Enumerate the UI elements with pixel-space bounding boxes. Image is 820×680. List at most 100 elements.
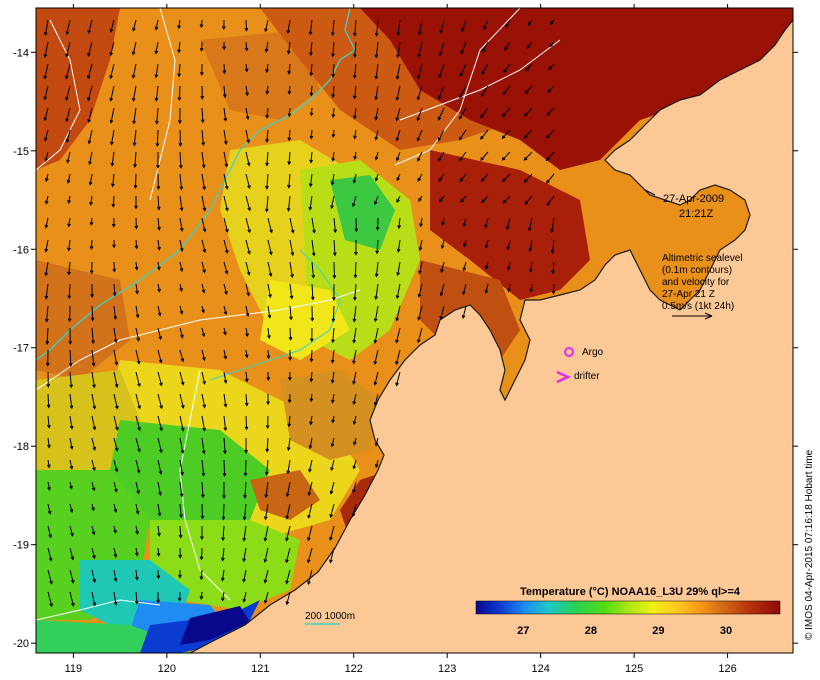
velocity-arrow <box>45 349 50 367</box>
velocity-arrow <box>267 305 272 319</box>
velocity-arrow <box>286 437 291 452</box>
date-pointer <box>644 189 656 196</box>
velocity-arrow <box>417 19 423 36</box>
velocity-arrow <box>263 591 269 605</box>
velocity-arrow <box>199 63 204 77</box>
velocity-arrow <box>199 591 204 601</box>
velocity-arrow <box>177 41 181 54</box>
velocity-arrow <box>91 349 96 367</box>
velocity-arrow <box>157 327 162 341</box>
velocity-arrow <box>310 283 315 301</box>
velocity-arrow <box>244 19 249 32</box>
velocity-arrow <box>245 107 250 121</box>
velocity-arrow <box>352 327 357 344</box>
velocity-arrow <box>437 85 445 100</box>
velocity-arrow <box>177 63 182 78</box>
velocity-arrow <box>287 173 291 189</box>
velocity-arrow <box>484 283 489 294</box>
velocity-arrow <box>223 173 229 190</box>
velocity-arrow <box>179 261 184 273</box>
velocity-arrow <box>89 261 94 275</box>
velocity-arrow <box>179 415 185 432</box>
velocity-arrow <box>549 19 555 25</box>
velocity-arrow <box>179 195 184 212</box>
velocity-arrow <box>91 547 96 560</box>
velocity-arrow <box>287 85 292 95</box>
velocity-arrow <box>331 129 336 138</box>
velocity-arrow <box>309 151 314 164</box>
velocity-arrow <box>157 305 162 317</box>
velocity-arrow <box>417 305 423 321</box>
altimetry-line-5: 0.5m/s (1kt 24h) <box>662 301 734 312</box>
velocity-arrow <box>352 393 357 405</box>
velocity-arrow <box>223 261 229 275</box>
velocity-arrow <box>285 591 291 606</box>
velocity-arrow <box>132 129 137 147</box>
velocity-arrow <box>528 239 533 253</box>
velocity-arrow <box>43 129 49 142</box>
velocity-arrow <box>374 195 379 206</box>
velocity-arrow <box>459 107 467 120</box>
velocity-arrow <box>396 261 401 277</box>
velocity-arrow <box>243 481 247 499</box>
velocity-arrow <box>309 63 314 77</box>
velocity-arrow <box>306 547 313 564</box>
velocity-arrow <box>91 393 97 410</box>
velocity-arrow <box>373 393 379 407</box>
velocity-arrow <box>91 503 95 512</box>
velocity-arrow <box>507 261 511 271</box>
velocity-arrow <box>44 217 49 229</box>
colorbar-title: Temperature (°C) NOAA16_L3U 29% ql>=4 <box>520 586 741 598</box>
velocity-arrow <box>113 305 118 321</box>
velocity-arrow <box>461 19 467 33</box>
velocity-arrow <box>134 547 139 557</box>
velocity-arrow <box>157 459 163 475</box>
velocity-arrow <box>222 459 227 477</box>
velocity-arrow <box>331 415 335 424</box>
velocity-arrow <box>264 41 269 53</box>
velocity-arrow <box>157 525 161 537</box>
velocity-arrow <box>353 129 357 140</box>
velocity-arrow <box>69 371 74 389</box>
velocity-arrow <box>43 41 49 59</box>
velocity-arrow <box>265 107 270 119</box>
velocity-arrow <box>65 41 71 58</box>
velocity-arrow <box>46 371 51 388</box>
velocity-arrow <box>354 217 359 233</box>
velocity-arrow <box>265 195 269 213</box>
velocity-arrow <box>417 41 423 58</box>
velocity-arrow <box>264 19 269 33</box>
velocity-arrow <box>310 305 315 322</box>
velocity-arrow <box>113 349 119 366</box>
velocity-arrow <box>223 107 228 122</box>
velocity-arrow <box>87 19 93 35</box>
velocity-arrow <box>548 63 555 71</box>
velocity-arrow <box>331 151 335 162</box>
velocity-arrow <box>154 41 159 55</box>
velocity-arrow <box>157 415 163 432</box>
velocity-arrow <box>374 283 379 301</box>
velocity-arrow <box>482 41 489 53</box>
velocity-arrow <box>245 195 251 212</box>
velocity-arrow <box>546 107 555 116</box>
velocity-arrow <box>417 283 423 298</box>
velocity-arrow <box>288 327 293 341</box>
velocity-arrow <box>69 525 74 537</box>
velocity-arrow <box>309 393 314 403</box>
velocity-arrow <box>285 547 291 564</box>
velocity-arrow <box>351 503 357 518</box>
velocity-arrow <box>331 327 335 344</box>
lat-tick-label: -16 <box>13 244 29 256</box>
velocity-arrow <box>135 371 141 388</box>
velocity-arrow <box>156 195 161 211</box>
velocity-arrow <box>524 107 533 117</box>
latitude-axis: -14 -15 -16 -17 -18 -19 -20 <box>13 47 798 650</box>
velocity-arrow <box>438 41 445 57</box>
velocity-arrow <box>551 261 556 275</box>
velocity-arrow <box>418 261 423 275</box>
velocity-arrow <box>47 415 51 429</box>
velocity-arrow <box>285 569 291 585</box>
velocity-arrow <box>68 349 73 367</box>
velocity-arrow <box>502 173 511 183</box>
velocity-arrow <box>113 415 119 431</box>
